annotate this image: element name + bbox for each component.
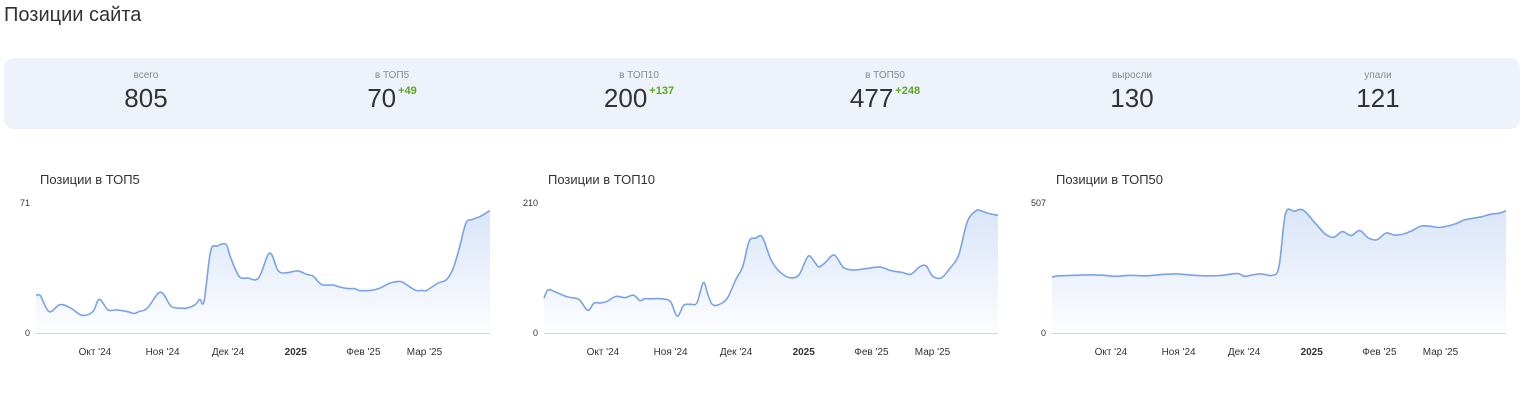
x-tick-label: Ноя '24 xyxy=(146,347,180,358)
x-tick-label: Дек '24 xyxy=(212,347,245,358)
stat-grew: выросли 130 xyxy=(1032,58,1232,129)
stat-fell: упали 121 xyxy=(1278,58,1478,129)
x-tick-label: Окт '24 xyxy=(587,347,620,358)
stat-total: всего 805 xyxy=(46,58,246,129)
stat-top50: в ТОП50 477 +248 xyxy=(785,58,985,129)
y-tick-label: 210 xyxy=(523,198,538,208)
stat-value: 200 xyxy=(603,83,648,113)
series-area xyxy=(36,210,490,333)
stats-panel: всего 805 в ТОП5 70 +49 в ТОП10 200 +137 в… xyxy=(4,58,1520,129)
stat-top5: в ТОП5 70 +49 xyxy=(292,58,492,129)
y-tick-label: 0 xyxy=(533,328,538,338)
x-tick-label: Фев '25 xyxy=(854,347,889,358)
stat-value: 130 xyxy=(1110,83,1154,113)
stat-label: в ТОП10 xyxy=(619,70,659,81)
y-tick-label: 71 xyxy=(20,198,30,208)
chart-top5: 0 71 Окт '24 Ноя '24 Дек '24 2025 Фев '25 Мар '… xyxy=(20,198,491,358)
chart-title-top5: Позиции в ТОП5 xyxy=(40,172,140,187)
stat-label: упали xyxy=(1364,70,1392,81)
stat-label: выросли xyxy=(1111,70,1153,81)
stat-delta: +248 xyxy=(895,85,921,97)
x-tick-label: Ноя '24 xyxy=(1162,347,1196,358)
stat-value: 70 xyxy=(367,83,397,113)
x-tick-label: 2025 xyxy=(285,347,308,358)
series-area xyxy=(1052,209,1506,333)
chart-top50: 0 507 Окт '24 Ноя '24 Дек '24 2025 Фев '25 Мар … xyxy=(1031,198,1507,358)
x-tick-label: Мар '25 xyxy=(915,347,951,358)
series-line xyxy=(35,209,491,317)
chart-top10: 0 210 Окт '24 Ноя '24 Дек '24 2025 Фев '25 Мар … xyxy=(523,198,999,358)
x-tick-label: Окт '24 xyxy=(1095,347,1128,358)
x-tick-label: Фев '25 xyxy=(346,347,381,358)
stat-value: 121 xyxy=(1356,83,1400,113)
page-title: Позиции сайта xyxy=(4,4,142,26)
x-tick-label: 2025 xyxy=(793,347,816,358)
x-tick-label: Дек '24 xyxy=(720,347,753,358)
stat-label: в ТОП5 xyxy=(374,70,410,81)
y-tick-label: 507 xyxy=(1031,198,1046,208)
stat-label: в ТОП50 xyxy=(865,70,905,81)
y-tick-label: 0 xyxy=(1041,328,1046,338)
stat-delta: +49 xyxy=(398,85,417,97)
x-tick-label: Мар '25 xyxy=(407,347,443,358)
series-area xyxy=(544,209,998,333)
chart-title-top50: Позиции в ТОП50 xyxy=(1056,172,1164,187)
stat-value: 805 xyxy=(124,83,168,113)
x-tick-label: Ноя '24 xyxy=(654,347,688,358)
x-tick-label: Фев '25 xyxy=(1362,347,1397,358)
chart-title-top10: Позиции в ТОП10 xyxy=(548,172,656,187)
x-tick-label: Дек '24 xyxy=(1228,347,1261,358)
stat-value: 477 xyxy=(849,83,894,113)
x-tick-label: Мар '25 xyxy=(1423,347,1459,358)
x-tick-label: 2025 xyxy=(1301,347,1324,358)
stat-delta: +137 xyxy=(649,85,675,97)
series-line xyxy=(543,208,999,317)
stat-top10: в ТОП10 200 +137 xyxy=(539,58,739,129)
x-tick-label: Окт '24 xyxy=(79,347,112,358)
series-line xyxy=(1051,208,1507,278)
stat-label: всего xyxy=(133,70,159,81)
y-tick-label: 0 xyxy=(25,328,30,338)
